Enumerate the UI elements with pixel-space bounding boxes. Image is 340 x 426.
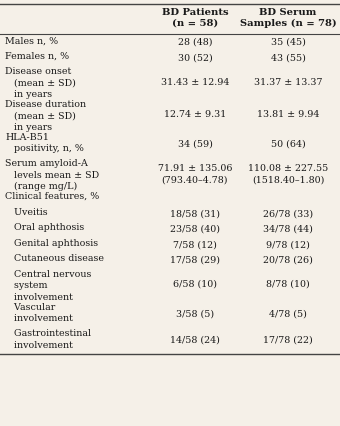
Text: 28 (48): 28 (48) xyxy=(178,38,212,47)
Text: 43 (55): 43 (55) xyxy=(271,53,305,62)
Text: Males n, %: Males n, % xyxy=(5,36,58,45)
Text: involvement: involvement xyxy=(5,293,73,302)
Text: (range mg/L): (range mg/L) xyxy=(5,182,77,192)
Text: 23/58 (40): 23/58 (40) xyxy=(170,225,220,234)
Text: 17/78 (22): 17/78 (22) xyxy=(263,336,313,345)
Text: (mean ± SD): (mean ± SD) xyxy=(5,112,76,121)
Text: Cutaneous disease: Cutaneous disease xyxy=(5,254,104,263)
Text: BD Serum
Samples (n = 78): BD Serum Samples (n = 78) xyxy=(240,8,336,28)
Text: 12.74 ± 9.31: 12.74 ± 9.31 xyxy=(164,110,226,119)
Text: (1518.40–1.80): (1518.40–1.80) xyxy=(252,175,324,184)
Text: 71.91 ± 135.06: 71.91 ± 135.06 xyxy=(158,164,232,173)
Text: Females n, %: Females n, % xyxy=(5,52,69,61)
Text: Serum amyloid-A: Serum amyloid-A xyxy=(5,159,88,168)
Text: in years: in years xyxy=(5,123,52,132)
Text: 13.81 ± 9.94: 13.81 ± 9.94 xyxy=(257,110,319,119)
Text: system: system xyxy=(5,281,48,290)
Text: 9/78 (12): 9/78 (12) xyxy=(266,240,310,249)
Text: 17/58 (29): 17/58 (29) xyxy=(170,256,220,265)
Text: 20/78 (26): 20/78 (26) xyxy=(263,256,313,265)
Text: Vascular: Vascular xyxy=(5,302,55,311)
Text: levels mean ± SD: levels mean ± SD xyxy=(5,171,99,180)
Text: 34 (59): 34 (59) xyxy=(177,140,212,149)
Text: Genital aphthosis: Genital aphthosis xyxy=(5,239,98,248)
Text: 31.43 ± 12.94: 31.43 ± 12.94 xyxy=(161,78,229,86)
Text: Clinical features, %: Clinical features, % xyxy=(5,192,99,201)
Text: 30 (52): 30 (52) xyxy=(177,53,212,62)
Text: involvement: involvement xyxy=(5,314,73,323)
Text: 50 (64): 50 (64) xyxy=(271,140,305,149)
Text: 34/78 (44): 34/78 (44) xyxy=(263,225,313,234)
Text: 7/58 (12): 7/58 (12) xyxy=(173,240,217,249)
Text: HLA-B51: HLA-B51 xyxy=(5,133,49,142)
Text: 8/78 (10): 8/78 (10) xyxy=(266,280,310,289)
Text: 4/78 (5): 4/78 (5) xyxy=(269,310,307,319)
Text: 14/58 (24): 14/58 (24) xyxy=(170,336,220,345)
Text: 18/58 (31): 18/58 (31) xyxy=(170,209,220,218)
Text: Disease duration: Disease duration xyxy=(5,100,86,109)
Text: Central nervous: Central nervous xyxy=(5,270,91,279)
Text: BD Patients
(n = 58): BD Patients (n = 58) xyxy=(162,8,228,28)
Text: involvement: involvement xyxy=(5,340,73,349)
Text: Gastrointestinal: Gastrointestinal xyxy=(5,329,91,338)
Text: 110.08 ± 227.55: 110.08 ± 227.55 xyxy=(248,164,328,173)
Text: Disease onset: Disease onset xyxy=(5,67,71,76)
Text: 26/78 (33): 26/78 (33) xyxy=(263,209,313,218)
Text: Uveitis: Uveitis xyxy=(5,207,48,217)
Text: in years: in years xyxy=(5,90,52,99)
Text: 31.37 ± 13.37: 31.37 ± 13.37 xyxy=(254,78,322,86)
Text: 35 (45): 35 (45) xyxy=(271,38,305,47)
Text: Oral aphthosis: Oral aphthosis xyxy=(5,223,84,232)
Text: 3/58 (5): 3/58 (5) xyxy=(176,310,214,319)
Text: 6/58 (10): 6/58 (10) xyxy=(173,280,217,289)
Text: (793.40–4.78): (793.40–4.78) xyxy=(162,175,228,184)
Text: positivity, n, %: positivity, n, % xyxy=(5,144,84,153)
Text: (mean ± SD): (mean ± SD) xyxy=(5,79,76,88)
